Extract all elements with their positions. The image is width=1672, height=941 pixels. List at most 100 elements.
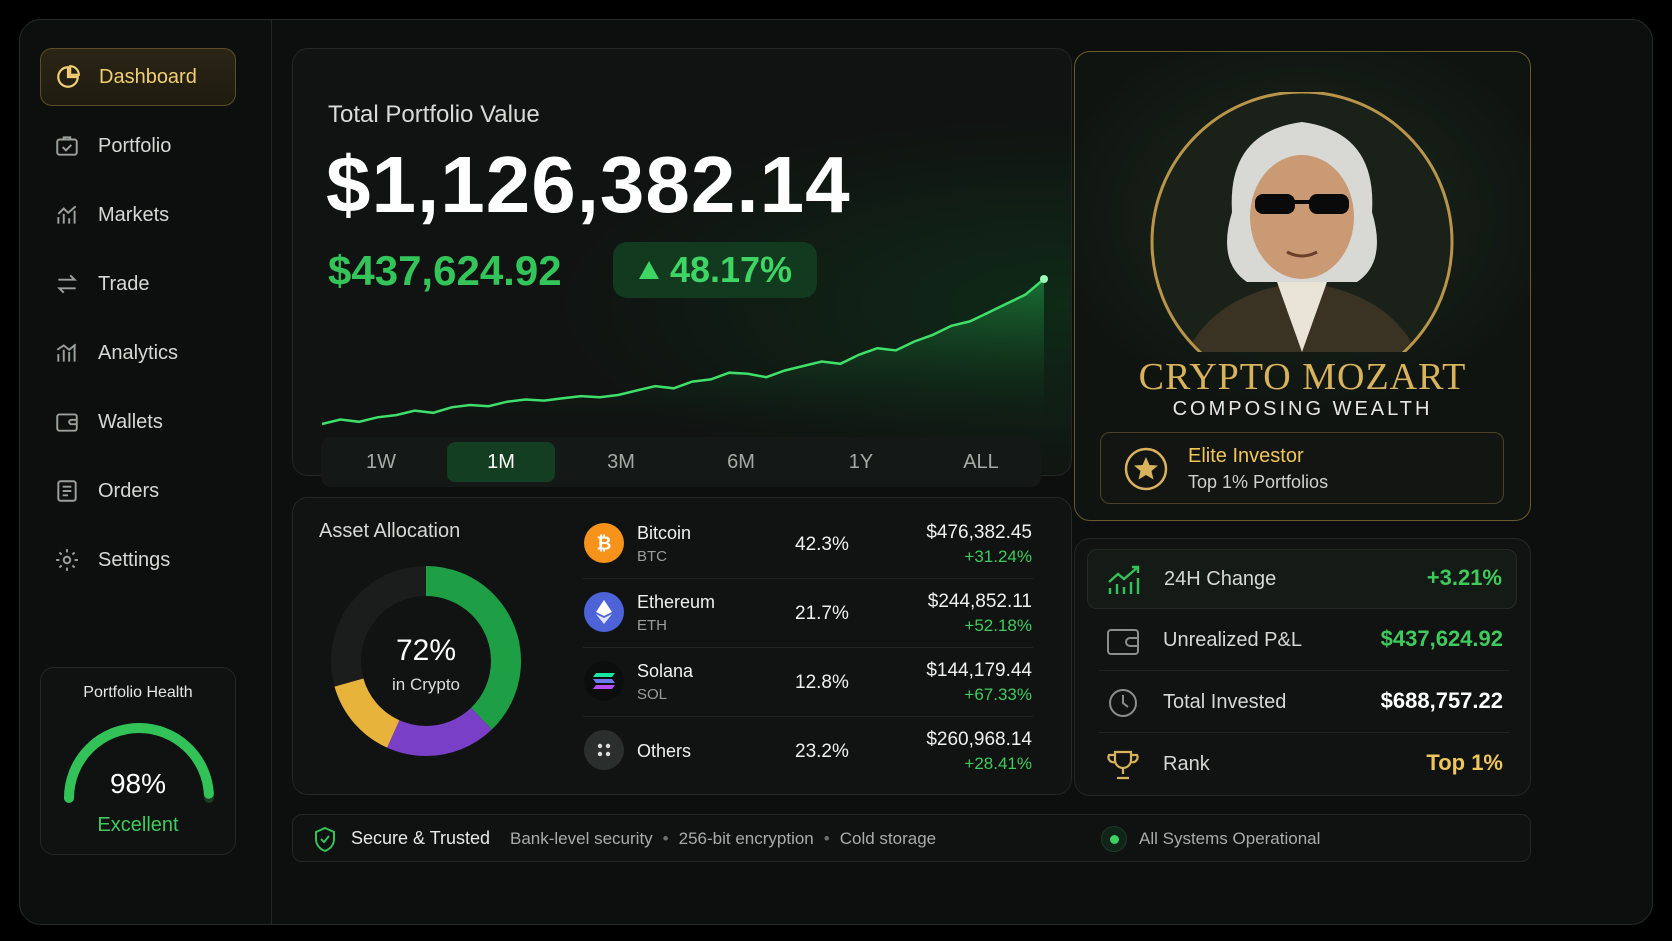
bitcoin-icon: ₿ (584, 523, 624, 563)
asset-change: +67.33% (964, 685, 1032, 704)
gear-icon (56, 549, 78, 571)
elite-investor-badge: Elite Investor Top 1% Portfolios (1100, 432, 1504, 504)
asset-value: $144,179.44 (926, 660, 1032, 681)
wallet-icon (56, 413, 78, 432)
sidebar-item-label: Settings (98, 548, 171, 571)
sidebar-item-markets[interactable]: Markets (40, 186, 236, 244)
sidebar-item-label: Portfolio (98, 134, 172, 157)
grid-dots-icon (584, 730, 624, 770)
range-tab-1y[interactable]: 1Y (848, 451, 874, 473)
asset-row[interactable]: Others 23.2% $260,968.14 +28.41% (583, 717, 1033, 786)
asset-symbol: SOL (637, 686, 668, 703)
sidebar-item-portfolio[interactable]: Portfolio (40, 117, 236, 175)
sidebar-item-analytics[interactable]: Analytics (40, 324, 236, 382)
security-features: Bank-level security • 256-bit encryption… (510, 829, 937, 848)
orders-list-icon (57, 480, 77, 502)
trophy-icon (1107, 750, 1139, 780)
range-tab-3m[interactable]: 3M (607, 451, 635, 473)
sidebar-item-wallets[interactable]: Wallets (40, 393, 236, 451)
sidebar: Dashboard Portfolio Markets Trade Analyt… (20, 20, 272, 924)
portfolio-value-card: Total Portfolio Value $1,126,382.14 $437… (292, 48, 1072, 487)
gain-percent-badge: 48.17% (613, 242, 817, 298)
stat-label: Unrealized P&L (1163, 629, 1302, 651)
stat-label: Total Invested (1163, 691, 1287, 713)
range-tab-6m[interactable]: 6M (727, 451, 755, 473)
range-tab-all[interactable]: ALL (963, 451, 999, 473)
security-feature: 256-bit encryption (678, 829, 814, 848)
system-status: All Systems Operational (1139, 829, 1321, 848)
chart-area (322, 279, 1044, 429)
stat-24h-change: 24H Change +3.21% (1087, 549, 1517, 609)
asset-row[interactable]: Ethereum ETH 21.7% $244,852.11 +52.18% (583, 579, 1033, 648)
asset-value: $476,382.45 (926, 522, 1032, 543)
stat-value: Top 1% (1426, 750, 1503, 775)
time-range-selector: 1W 1M 3M 6M 1Y ALL (321, 437, 1041, 487)
asset-name: Ethereum (637, 592, 716, 612)
stat-value: $437,624.92 (1380, 626, 1503, 651)
donut-center-label: in Crypto (391, 675, 461, 694)
health-value: 98% (109, 768, 167, 799)
chart-point (1040, 275, 1048, 283)
sidebar-item-dashboard[interactable]: Dashboard (40, 48, 236, 106)
triangle-up-icon (638, 261, 659, 279)
sidebar-item-orders[interactable]: Orders (40, 462, 236, 520)
ethereum-icon (584, 592, 624, 632)
asset-percent: 42.3% (795, 534, 849, 555)
sidebar-item-settings[interactable]: Settings (40, 531, 236, 589)
sidebar-item-label: Trade (98, 272, 150, 295)
health-label: Excellent (97, 814, 179, 836)
swap-arrows-icon (57, 274, 77, 294)
gain-percent: 48.17% (669, 249, 793, 290)
status-footer: Secure & Trusted Bank-level security • 2… (292, 814, 1531, 862)
sidebar-item-trade[interactable]: Trade (40, 255, 236, 313)
allocation-title: Asset Allocation (319, 520, 461, 542)
portfolio-health-card: Portfolio Health 98% Excellent (40, 667, 236, 855)
health-title: Portfolio Health (83, 684, 193, 701)
clock-icon (1109, 689, 1137, 717)
sidebar-item-label: Markets (98, 203, 170, 226)
asset-change: +31.24% (964, 547, 1032, 566)
stat-total-invested: Total Invested $688,757.22 (1087, 673, 1517, 733)
portfolio-total-value: $1,126,382.14 (326, 140, 851, 229)
asset-symbol: ETH (637, 617, 667, 634)
status-indicator (1101, 826, 1127, 852)
asset-row[interactable]: Solana SOL 12.8% $144,179.44 +67.33% (583, 648, 1033, 717)
chart-line (321, 278, 1045, 426)
asset-percent: 21.7% (795, 603, 849, 624)
badge-subtitle: Top 1% Portfolios (1188, 472, 1329, 492)
asset-name: Solana (637, 661, 694, 681)
asset-allocation-card: Asset Allocation 72% in Crypto ₿ Bitcoin… (292, 497, 1072, 795)
stat-value: +3.21% (1426, 565, 1502, 590)
sidebar-item-label: Wallets (98, 410, 163, 433)
trend-up-icon (1108, 565, 1140, 594)
sidebar-item-label: Analytics (98, 341, 179, 364)
profile-name: CRYPTO MOZART (1138, 356, 1467, 398)
stat-unrealized-pnl: Unrealized P&L $437,624.92 (1087, 611, 1517, 671)
svg-text:₿: ₿ (597, 533, 612, 554)
pie-chart-icon (57, 65, 80, 88)
shield-check-icon (315, 826, 335, 852)
allocation-donut (331, 566, 521, 756)
asset-symbol: BTC (637, 548, 667, 565)
sidebar-item-label: Orders (98, 479, 160, 502)
range-tab-1w[interactable]: 1W (366, 451, 396, 473)
stat-value: $688,757.22 (1380, 688, 1503, 713)
asset-percent: 23.2% (795, 741, 849, 762)
range-tab-1m[interactable]: 1M (447, 442, 555, 482)
portfolio-gain: $437,624.92 (328, 247, 562, 294)
asset-change: +28.41% (964, 754, 1032, 773)
profile-tagline: COMPOSING WEALTH (1172, 398, 1433, 420)
asset-row[interactable]: ₿ Bitcoin BTC 42.3% $476,382.45 +31.24% (583, 510, 1033, 579)
donut-center-value: 72% (395, 634, 457, 667)
wallet-icon (1107, 629, 1139, 655)
star-medal-icon (1124, 447, 1168, 491)
security-feature: Bank-level security (510, 829, 653, 848)
asset-percent: 12.8% (795, 672, 849, 693)
portfolio-chart (321, 275, 1048, 429)
health-gauge (64, 723, 214, 803)
asset-name: Others (637, 741, 692, 761)
security-feature: Cold storage (839, 829, 937, 848)
solana-icon (584, 661, 624, 701)
avatar (1150, 92, 1454, 352)
bar-chart-icon (56, 343, 77, 362)
